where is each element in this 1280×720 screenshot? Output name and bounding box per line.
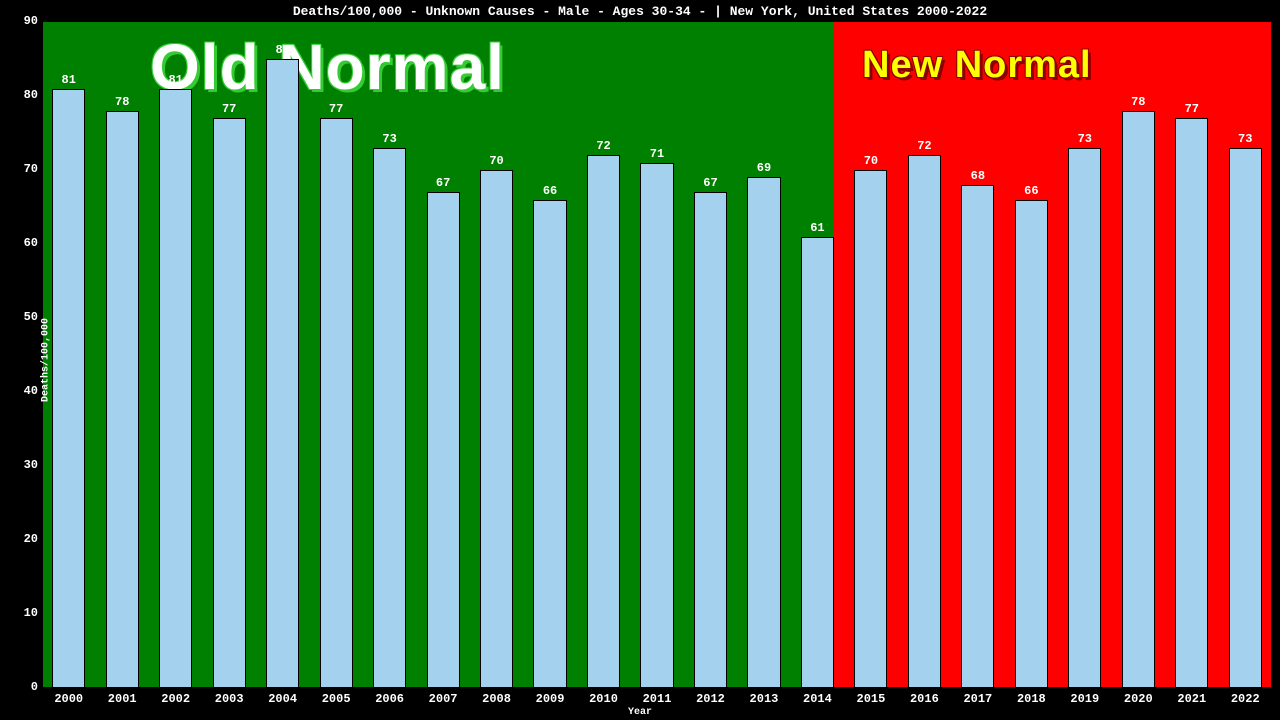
bar-value-label: 77 <box>329 102 343 116</box>
y-tick: 40 <box>14 384 38 398</box>
bar <box>427 192 460 688</box>
x-tick: 2015 <box>857 692 886 706</box>
y-tick: 90 <box>14 14 38 28</box>
bar <box>106 111 139 688</box>
bar <box>961 185 994 688</box>
x-tick: 2017 <box>963 692 992 706</box>
bar-value-label: 77 <box>1185 102 1199 116</box>
bar-value-label: 73 <box>1238 132 1252 146</box>
bar <box>640 163 673 688</box>
bar-value-label: 73 <box>1078 132 1092 146</box>
x-tick: 2013 <box>750 692 779 706</box>
chart-title: Deaths/100,000 - Unknown Causes - Male -… <box>0 4 1280 19</box>
x-tick: 2016 <box>910 692 939 706</box>
bar-value-label: 81 <box>62 73 76 87</box>
y-tick: 20 <box>14 532 38 546</box>
bar <box>159 89 192 688</box>
y-tick: 0 <box>14 680 38 694</box>
y-tick: 10 <box>14 606 38 620</box>
bar <box>1068 148 1101 688</box>
y-tick: 30 <box>14 458 38 472</box>
bar <box>908 155 941 688</box>
bar-value-label: 81 <box>168 73 182 87</box>
bar-chart: Old Normal New Normal 81 78 81 77 85 77 73 67 70 6… <box>0 0 1280 720</box>
bar <box>533 200 566 688</box>
y-tick: 70 <box>14 162 38 176</box>
bar <box>854 170 887 688</box>
x-tick: 2006 <box>375 692 404 706</box>
x-tick: 2014 <box>803 692 832 706</box>
overlay-new-normal: New Normal <box>862 44 1092 87</box>
x-tick: 2019 <box>1070 692 1099 706</box>
plot-area: Old Normal New Normal 81 78 81 77 85 77 73 67 70 6… <box>42 22 1272 688</box>
x-tick: 2022 <box>1231 692 1260 706</box>
x-tick: 2002 <box>161 692 190 706</box>
y-tick: 60 <box>14 236 38 250</box>
bar-value-label: 67 <box>703 176 717 190</box>
bar <box>1122 111 1155 688</box>
bar <box>320 118 353 688</box>
x-tick: 2007 <box>429 692 458 706</box>
bar-value-label: 67 <box>436 176 450 190</box>
bar-value-label: 71 <box>650 147 664 161</box>
x-tick: 2004 <box>268 692 297 706</box>
bar <box>480 170 513 688</box>
y-axis-label: Deaths/100,000 <box>41 318 52 402</box>
bar <box>373 148 406 688</box>
bar-value-label: 78 <box>115 95 129 109</box>
bar-value-label: 66 <box>1024 184 1038 198</box>
y-tick: 80 <box>14 88 38 102</box>
x-tick: 2020 <box>1124 692 1153 706</box>
y-tick: 50 <box>14 310 38 324</box>
bar <box>1175 118 1208 688</box>
bar-value-label: 73 <box>382 132 396 146</box>
bar-value-label: 68 <box>971 169 985 183</box>
bar <box>587 155 620 688</box>
bar-value-label: 69 <box>757 161 771 175</box>
bar <box>694 192 727 688</box>
x-tick: 2010 <box>589 692 618 706</box>
x-tick: 2005 <box>322 692 351 706</box>
bar <box>266 59 299 688</box>
bar-value-label: 70 <box>864 154 878 168</box>
bar-value-label: 85 <box>275 43 289 57</box>
bar-value-label: 78 <box>1131 95 1145 109</box>
bar-value-label: 66 <box>543 184 557 198</box>
bar <box>213 118 246 688</box>
bar-value-label: 72 <box>596 139 610 153</box>
bar-value-label: 72 <box>917 139 931 153</box>
bar-value-label: 70 <box>489 154 503 168</box>
x-tick: 2001 <box>108 692 137 706</box>
x-tick: 2011 <box>643 692 672 706</box>
x-tick: 2018 <box>1017 692 1046 706</box>
overlay-old-normal: Old Normal <box>150 30 505 104</box>
bar <box>801 237 834 688</box>
x-axis-label: Year <box>0 707 1280 718</box>
bar <box>1015 200 1048 688</box>
x-tick: 2012 <box>696 692 725 706</box>
x-tick: 2000 <box>54 692 83 706</box>
bar <box>1229 148 1262 688</box>
x-tick: 2003 <box>215 692 244 706</box>
x-tick: 2008 <box>482 692 511 706</box>
bar <box>52 89 85 688</box>
bar-value-label: 61 <box>810 221 824 235</box>
x-tick: 2009 <box>536 692 565 706</box>
x-tick: 2021 <box>1177 692 1206 706</box>
bar <box>747 177 780 688</box>
bar-value-label: 77 <box>222 102 236 116</box>
